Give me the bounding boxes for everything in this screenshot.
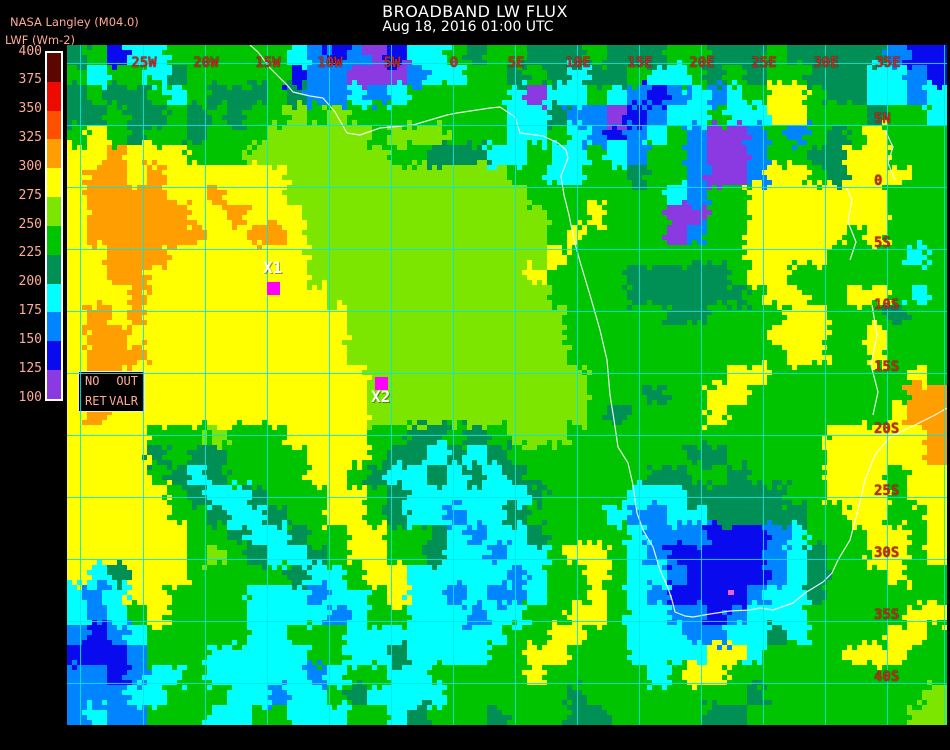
latitude-label: 20S <box>874 421 900 437</box>
longitude-label: 30E <box>813 55 839 71</box>
flux-map[interactable]: NO OUT RET VALR 25W 20W 15W 10W 5W 0 5E 10E 15E 2… <box>67 45 947 725</box>
colorbar-segment <box>47 53 61 82</box>
latitude-label: 35S <box>874 607 900 623</box>
marker-label-x2: X2 <box>371 387 391 406</box>
longitude-label: 10W <box>317 55 343 71</box>
flux-raster-canvas[interactable] <box>67 45 947 725</box>
units-label: LWF (Wm-2) <box>5 33 76 47</box>
colorbar-level: 250 <box>18 216 42 232</box>
marker-label-x1: X1 <box>263 258 283 277</box>
longitude-label: 15E <box>627 55 653 71</box>
retrieval-flag-box: NO OUT RET VALR <box>78 371 145 412</box>
longitude-label: 25W <box>131 55 157 71</box>
flag-text-ret: RET <box>85 394 107 408</box>
latitude-label: 10S <box>874 297 900 313</box>
longitude-label: 15W <box>255 55 281 71</box>
latitude-label: 0 <box>874 173 883 189</box>
flag-text-out: OUT <box>116 374 138 388</box>
longitude-label: 5E <box>507 55 525 71</box>
colorbar-segment <box>47 110 61 140</box>
latitude-label: 5N <box>874 111 891 127</box>
latitude-label: 40S <box>874 669 900 685</box>
coastline-path <box>884 129 896 181</box>
colorbar-level: 200 <box>18 274 42 290</box>
colorbar-level: 375 <box>18 72 42 88</box>
longitude-label: 35E <box>875 55 901 71</box>
colorbar-segment <box>47 370 61 399</box>
low-flux-speck <box>728 590 734 595</box>
longitude-label: 5W <box>383 55 401 71</box>
colorbar-level: 125 <box>18 360 42 376</box>
flag-text-no: NO <box>85 374 100 388</box>
longitude-label: 20E <box>689 55 715 71</box>
coastline-path <box>249 45 947 618</box>
page-subtitle: Aug 18, 2016 01:00 UTC <box>382 19 554 35</box>
colorbar-level: 225 <box>18 245 42 261</box>
colorbar-level: 400 <box>18 43 42 59</box>
latitude-label: 30S <box>874 545 900 561</box>
coastline-overlay <box>249 45 947 618</box>
latitude-label: 15S <box>874 359 900 375</box>
longitude-label: 25E <box>751 55 777 71</box>
colorbar-segment <box>47 139 61 169</box>
longitude-label: 0 <box>449 55 459 71</box>
colorbar-segment <box>47 81 61 111</box>
latitude-label: 25S <box>874 483 900 499</box>
colorbar-segment <box>47 168 61 198</box>
colorbar-level: 275 <box>18 187 42 203</box>
status-bar: MT10 BROADBAND LW FLUX AUG 18, 2016 01:0… <box>0 731 950 750</box>
colorbar-segment <box>47 312 61 342</box>
colorbar-level: 175 <box>18 303 42 318</box>
page-title: BROADBAND LW FLUX <box>382 2 568 21</box>
colorbar-segment <box>47 283 61 313</box>
colorbar-level: 350 <box>18 101 42 117</box>
source-label: NASA Langley (M04.0) <box>10 15 139 29</box>
flag-text-valr: VALR <box>109 394 138 408</box>
colorbar-level: 300 <box>18 158 42 174</box>
coastline-path <box>844 184 857 261</box>
colorbar-level: 100 <box>18 389 42 405</box>
colorbar-segment <box>47 254 61 284</box>
colorbar-segment <box>47 225 61 255</box>
colorbar <box>45 51 63 401</box>
marker-square-x1[interactable] <box>267 282 280 295</box>
marker-square-x2[interactable] <box>375 377 388 390</box>
colorbar-segment <box>47 197 61 226</box>
colorbar-level: 325 <box>18 130 42 145</box>
colorbar-segment <box>47 341 61 371</box>
colorbar-level: 150 <box>18 331 42 347</box>
coastline-path <box>870 304 879 416</box>
longitude-label: 20W <box>193 55 219 71</box>
latitude-label: 5S <box>874 235 891 251</box>
longitude-label: 10E <box>565 55 591 71</box>
